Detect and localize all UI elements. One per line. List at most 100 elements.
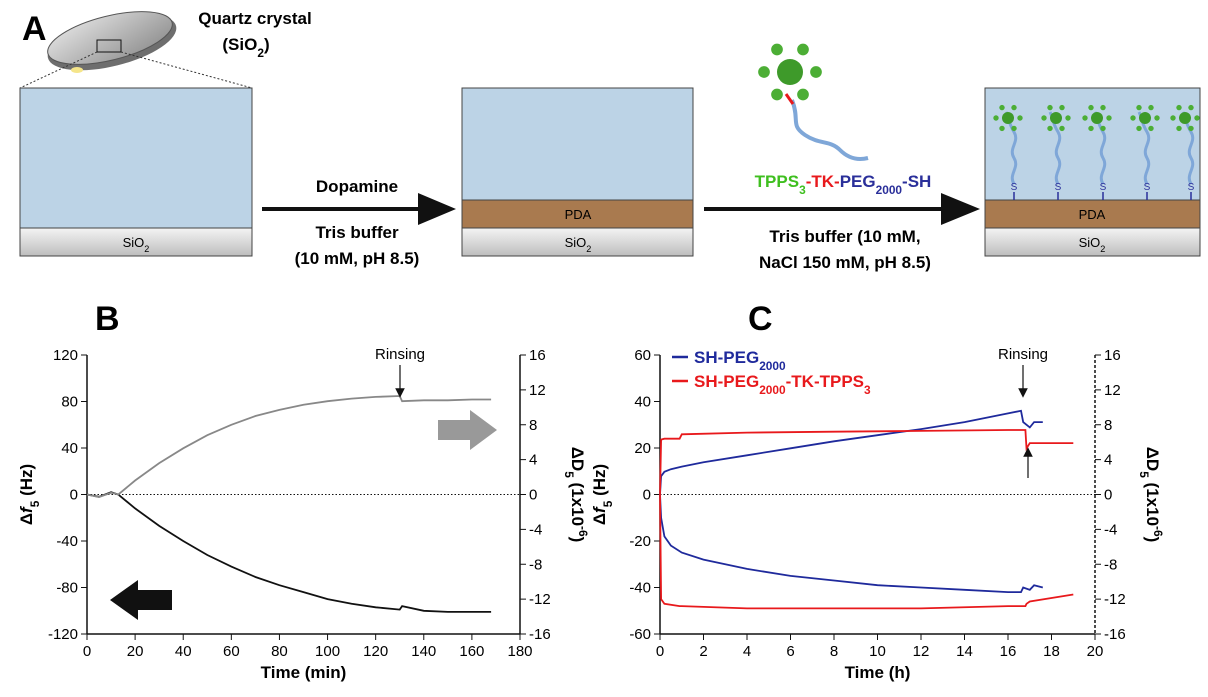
text-segment: (SiO: [222, 35, 257, 54]
x-tick-label: 40: [175, 643, 192, 660]
step2-reagent: TPPS3-TK-PEG2000-SH: [755, 172, 932, 197]
porphyrin-arm: [1148, 125, 1154, 132]
porphyrin-arm: [1130, 115, 1136, 121]
x-tick-label: 6: [786, 643, 794, 660]
text-segment: ): [568, 537, 587, 543]
x-tick-label: 8: [830, 643, 838, 660]
y-axis-label: Δf5 (Hz): [590, 464, 615, 525]
y-tick-label: 120: [53, 347, 78, 364]
x-tick-label: 20: [1087, 643, 1104, 660]
x-axis-label: Time (h): [845, 663, 911, 682]
y2-tick-label: 16: [529, 347, 546, 364]
y-tick-label: 0: [643, 487, 651, 504]
y2-tick-label: -4: [1104, 521, 1117, 538]
x-tick-label: 120: [363, 643, 388, 660]
text-segment: ): [264, 35, 270, 54]
y2-tick-label: -8: [1104, 556, 1117, 573]
x-tick-label: 0: [656, 643, 664, 660]
text-segment: (1x10: [568, 478, 587, 526]
step2-conditions: NaCl 150 mM, pH 8.5): [759, 253, 931, 272]
x-tick-label: 10: [869, 643, 886, 660]
y2-tick-label: -8: [529, 556, 542, 573]
y-tick-label: -80: [56, 580, 78, 597]
silica-layer: [984, 227, 1201, 257]
text-segment: TPPS: [755, 172, 799, 191]
y-tick-label: 60: [634, 347, 651, 364]
text-segment: 2: [257, 46, 264, 60]
porphyrin-arm: [1148, 104, 1154, 111]
porphyrin-arm: [758, 66, 770, 78]
y-tick-label: 0: [70, 487, 78, 504]
data-line: [659, 429, 1074, 495]
silica-layer: [461, 227, 694, 257]
y2-tick-label: 16: [1104, 347, 1121, 364]
x-tick-label: 20: [127, 643, 144, 660]
step2-conditions: Tris buffer (10 mM,: [769, 227, 920, 246]
annotation: Rinsing: [375, 346, 425, 363]
x-tick-label: 14: [956, 643, 973, 660]
y-tick-label: -20: [629, 533, 651, 550]
porphyrin-core: [1091, 112, 1103, 124]
text-segment: SH-PEG: [694, 348, 759, 367]
arrow-head: [418, 193, 456, 225]
direction-arrow: [438, 410, 497, 450]
y2-tick-label: 12: [1104, 382, 1121, 399]
y2-tick-label: -12: [1104, 591, 1126, 608]
y2-axis-label: ΔD5 (1x10-6): [1137, 447, 1165, 543]
y-tick-label: 20: [634, 440, 651, 457]
text-segment: 3: [864, 383, 871, 397]
data-line: [86, 491, 492, 613]
y2-tick-label: 8: [529, 417, 537, 434]
porphyrin-arm: [1065, 115, 1071, 121]
text-segment: PEG: [840, 172, 876, 191]
porphyrin-arm: [993, 115, 999, 121]
text-segment: 2: [1100, 244, 1105, 254]
legend-label: SH-PEG2000-TK-TPPS3: [694, 372, 871, 397]
thiol-label: S: [1011, 182, 1018, 193]
crystal-label: Quartz crystal: [198, 9, 311, 28]
data-line: [659, 409, 1043, 495]
text-segment: (1x10: [1143, 478, 1162, 526]
porphyrin-arm: [1176, 125, 1182, 132]
pda-label: PDA: [1079, 207, 1106, 222]
annotation: Rinsing: [998, 346, 1048, 363]
x-tick-label: 160: [459, 643, 484, 660]
porphyrin-arm: [797, 43, 809, 56]
step1-conditions: (10 mM, pH 8.5): [295, 249, 420, 268]
text-segment: 2: [144, 244, 149, 254]
chart: C0 2 4 6 8 10 12 14 16 18 20-60-40-200204060-16-12…: [590, 300, 1165, 682]
thiol-label: S: [1055, 182, 1062, 193]
substrate-label: SiO2: [1079, 235, 1106, 254]
direction-arrow: [110, 580, 172, 620]
text-segment: SiO: [1079, 235, 1101, 250]
text-segment: -6: [1151, 526, 1165, 537]
porphyrin-arm: [1106, 115, 1112, 121]
text-segment: 5: [1137, 471, 1151, 478]
text-segment: ΔD: [1143, 447, 1162, 472]
x-tick-label: 0: [83, 643, 91, 660]
x-tick-label: 12: [913, 643, 930, 660]
text-segment: 5: [28, 500, 42, 507]
substrate-label: SiO2: [123, 235, 150, 254]
text-segment: -TK-: [806, 172, 840, 191]
y-tick-label: 40: [634, 394, 651, 411]
text-segment: Δ: [590, 513, 609, 525]
porphyrin-arm: [1136, 104, 1142, 111]
y2-tick-label: 8: [1104, 417, 1112, 434]
porphyrin-arm: [1011, 104, 1017, 111]
text-segment: ): [1143, 537, 1162, 543]
electrode: [71, 67, 83, 73]
y-tick-label: -40: [629, 580, 651, 597]
x-tick-label: 2: [699, 643, 707, 660]
text-segment: SiO: [123, 235, 145, 250]
step1-reagent: Dopamine: [316, 177, 398, 196]
zoom-box: [96, 39, 122, 53]
porphyrin-arm: [810, 66, 822, 78]
porphyrin-arm: [1194, 115, 1200, 121]
y-axis-label: Δf5 (Hz): [17, 464, 42, 525]
text-segment: Δ: [17, 513, 36, 525]
porphyrin-arm: [1047, 104, 1053, 111]
porphyrin-arm: [1188, 104, 1194, 111]
